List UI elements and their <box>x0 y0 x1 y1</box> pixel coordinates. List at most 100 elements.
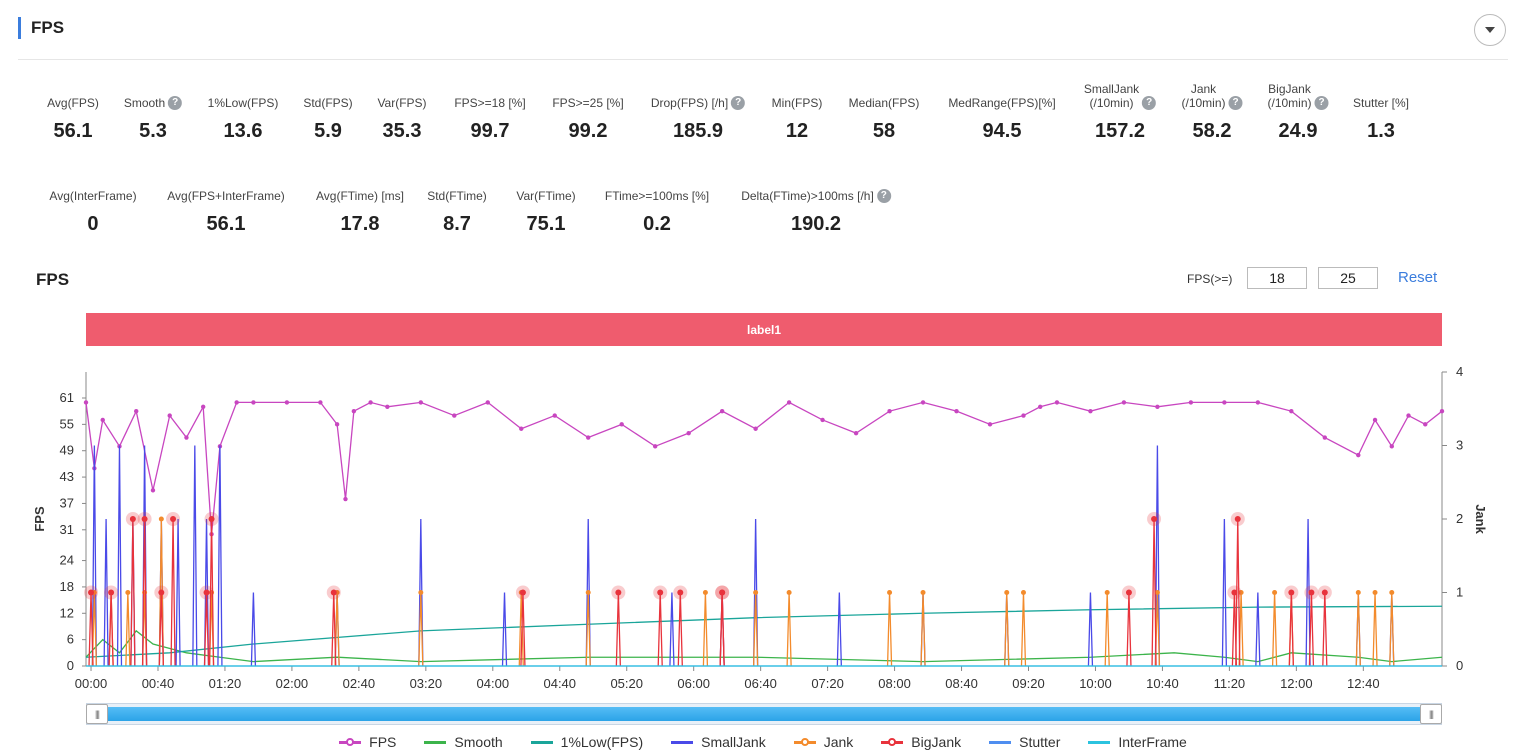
series-point-bigjank[interactable] <box>1288 589 1295 596</box>
series-point-jank[interactable] <box>418 590 424 595</box>
series-point-fps[interactable] <box>719 408 725 414</box>
series-point-fps[interactable] <box>452 413 457 418</box>
series-point-fps[interactable] <box>200 404 206 409</box>
series-point-fps[interactable] <box>1155 404 1160 409</box>
series-point-fps[interactable] <box>1054 400 1060 405</box>
series-point-fps[interactable] <box>150 488 156 493</box>
series-point-bigjank[interactable] <box>1231 589 1238 596</box>
series-point-jank[interactable] <box>920 590 926 595</box>
help-icon[interactable]: ? <box>168 96 183 110</box>
series-point-bigjank[interactable] <box>129 516 136 522</box>
series-point-fps[interactable] <box>586 435 591 440</box>
series-point-fps[interactable] <box>1038 404 1043 409</box>
series-point-bigjank[interactable] <box>330 589 337 596</box>
slider-range-fill[interactable] <box>101 707 1427 721</box>
series-point-fps[interactable] <box>343 496 348 502</box>
series-point-fps[interactable] <box>1121 400 1127 405</box>
collapse-button[interactable] <box>1474 14 1506 46</box>
series-point-fps[interactable] <box>234 400 239 405</box>
series-point-fps[interactable] <box>318 400 323 405</box>
fps-threshold-input-2[interactable] <box>1318 267 1378 289</box>
series-point-fps[interactable] <box>1423 422 1428 427</box>
series-point-fps[interactable] <box>820 417 825 423</box>
legend-item-interframe[interactable]: InterFrame <box>1088 734 1187 750</box>
series-point-jank[interactable] <box>158 516 164 522</box>
series-point-jank[interactable] <box>1389 590 1395 595</box>
series-point-fps[interactable] <box>753 426 758 431</box>
series-point-fps[interactable] <box>619 422 624 427</box>
legend-item-low1[interactable]: 1%Low(FPS) <box>530 734 643 750</box>
series-point-fps[interactable] <box>351 408 357 414</box>
series-point-bigjank[interactable] <box>141 516 148 522</box>
series-point-bigjank[interactable] <box>1125 589 1132 596</box>
series-point-fps[interactable] <box>134 408 139 414</box>
help-icon[interactable]: ? <box>731 96 746 110</box>
series-point-fps[interactable] <box>83 400 89 405</box>
series-point-fps[interactable] <box>251 400 256 405</box>
series-point-fps[interactable] <box>1222 400 1227 405</box>
series-point-fps[interactable] <box>368 400 373 405</box>
series-point-jank[interactable] <box>585 590 591 595</box>
series-point-bigjank[interactable] <box>657 589 664 596</box>
legend-item-smooth[interactable]: Smooth <box>424 734 503 750</box>
series-point-jank[interactable] <box>1104 590 1110 595</box>
series-point-fps[interactable] <box>167 413 172 418</box>
series-point-bigjank[interactable] <box>158 589 165 596</box>
series-point-fps[interactable] <box>652 444 658 449</box>
series-point-fps[interactable] <box>1188 400 1194 405</box>
series-point-bigjank[interactable] <box>88 589 95 596</box>
help-icon[interactable]: ? <box>876 189 891 203</box>
series-point-fps[interactable] <box>1372 417 1378 423</box>
series-point-jank[interactable] <box>702 590 708 595</box>
series-point-bigjank[interactable] <box>1308 589 1315 596</box>
series-point-jank[interactable] <box>142 590 148 595</box>
series-point-fps[interactable] <box>1439 408 1445 414</box>
series-point-fps[interactable] <box>987 422 993 427</box>
series-point-bigjank[interactable] <box>203 589 210 596</box>
series-point-fps[interactable] <box>1389 444 1394 449</box>
series-point-fps[interactable] <box>1088 408 1093 414</box>
series-point-jank[interactable] <box>1272 590 1278 595</box>
series-point-fps[interactable] <box>1021 413 1026 418</box>
series-point-jank[interactable] <box>887 590 893 595</box>
series-point-fps[interactable] <box>385 404 390 409</box>
slider-right-handle[interactable]: ||| <box>1420 704 1442 724</box>
help-icon[interactable]: ? <box>1142 96 1157 110</box>
series-point-fps[interactable] <box>1356 452 1361 458</box>
series-point-bigjank[interactable] <box>208 516 215 522</box>
series-point-fps[interactable] <box>100 417 105 423</box>
series-point-fps[interactable] <box>1255 400 1261 405</box>
series-point-fps[interactable] <box>1289 408 1294 414</box>
series-point-bigjank[interactable] <box>108 589 115 596</box>
series-point-fps[interactable] <box>1406 413 1411 418</box>
series-point-jank[interactable] <box>125 590 131 595</box>
help-icon[interactable]: ? <box>1228 96 1243 110</box>
legend-item-fps[interactable]: FPS <box>339 734 396 750</box>
series-point-bigjank[interactable] <box>677 589 684 596</box>
series-point-fps[interactable] <box>184 435 189 440</box>
series-point-bigjank[interactable] <box>1151 516 1158 522</box>
legend-item-jank[interactable]: Jank <box>793 734 853 750</box>
help-icon[interactable]: ? <box>1314 96 1329 110</box>
time-range-slider[interactable]: ||| ||| <box>86 703 1442 725</box>
series-point-fps[interactable] <box>334 422 340 427</box>
series-point-fps[interactable] <box>1322 435 1328 440</box>
series-point-jank[interactable] <box>1020 590 1026 595</box>
series-point-fps[interactable] <box>519 426 524 431</box>
series-point-jank[interactable] <box>1154 590 1160 595</box>
label-band[interactable]: label1 <box>86 313 1442 346</box>
series-point-fps[interactable] <box>887 408 892 414</box>
series-point-bigjank[interactable] <box>1321 589 1328 596</box>
series-point-fps[interactable] <box>954 408 959 414</box>
legend-item-stutter[interactable]: Stutter <box>989 734 1060 750</box>
series-point-bigjank[interactable] <box>519 589 526 596</box>
reset-link[interactable]: Reset <box>1398 269 1438 286</box>
series-point-fps[interactable] <box>920 400 926 405</box>
series-point-bigjank[interactable] <box>719 589 726 596</box>
series-point-fps[interactable] <box>686 430 691 436</box>
slider-left-handle[interactable]: ||| <box>86 704 108 724</box>
series-point-fps[interactable] <box>552 413 557 418</box>
series-point-fps[interactable] <box>418 400 424 405</box>
series-point-jank[interactable] <box>1372 590 1378 595</box>
